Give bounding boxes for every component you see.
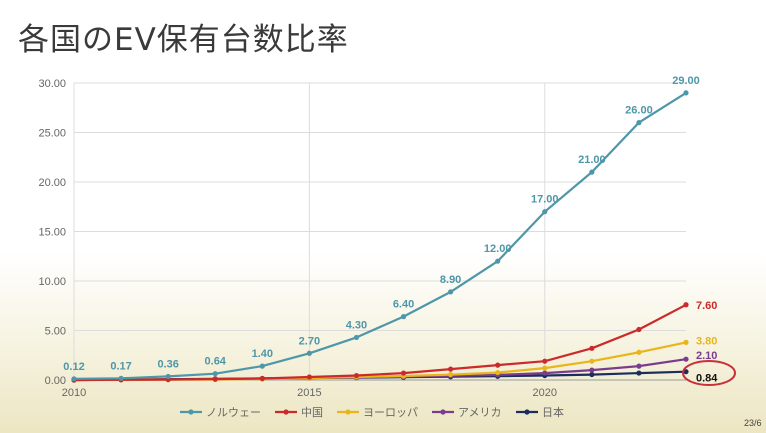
- data-point: [636, 363, 642, 369]
- legend-label: 日本: [542, 405, 564, 419]
- data-label: 2.10: [696, 350, 717, 362]
- legend-marker: [188, 409, 194, 415]
- data-label: 0.64: [205, 356, 227, 368]
- data-label: 21.00: [578, 154, 606, 166]
- chart-data-labels: 0.12 0.17 0.36 0.64 1.40 2.70 4.30 6.40 8.90 12.0…: [63, 75, 736, 386]
- data-point: [448, 289, 454, 295]
- legend-label: 中国: [301, 406, 323, 419]
- data-label: 12.00: [484, 243, 512, 255]
- data-point: [353, 372, 360, 379]
- data-point: [212, 376, 218, 382]
- data-point: [400, 314, 407, 320]
- data-point: [589, 371, 595, 378]
- y-tick-label: 5.00: [45, 326, 66, 338]
- data-label: 3.80: [696, 335, 717, 347]
- chart-series: [71, 90, 689, 383]
- y-tick-label: 10.00: [38, 276, 66, 288]
- data-point: [495, 362, 501, 368]
- legend-item: 中国: [275, 406, 323, 419]
- data-label: 4.30: [346, 319, 367, 331]
- x-tick-label: 2020: [533, 387, 557, 399]
- data-point: [542, 370, 548, 376]
- page-title: 各国のEV保有台数比率: [18, 22, 349, 58]
- data-label: 7.60: [696, 300, 717, 312]
- data-point: [589, 367, 595, 373]
- data-point: [212, 371, 218, 377]
- data-label: 6.40: [393, 299, 414, 311]
- y-tick-label: 15.00: [38, 227, 66, 239]
- data-point: [636, 349, 642, 355]
- data-label: 8.90: [440, 274, 461, 286]
- legend-item: アメリカ: [432, 406, 501, 419]
- data-point: [495, 369, 501, 376]
- data-point: [118, 375, 124, 381]
- data-point: [542, 358, 548, 364]
- data-point: [683, 369, 689, 375]
- data-label: 29.00: [672, 75, 700, 87]
- y-tick-label: 30.00: [38, 78, 66, 90]
- y-tick-label: 25.00: [38, 128, 66, 140]
- data-point: [448, 366, 454, 372]
- data-point: [683, 90, 689, 96]
- legend-marker: [345, 409, 351, 415]
- data-point: [683, 302, 689, 308]
- legend-marker: [440, 409, 446, 415]
- data-label: 17.00: [531, 194, 559, 206]
- data-point: [306, 374, 312, 380]
- data-point: [306, 350, 312, 356]
- page-number: 23/6: [744, 418, 762, 428]
- data-point: [495, 258, 501, 264]
- legend-marker: [524, 409, 530, 415]
- data-point: [353, 334, 360, 341]
- data-point: [542, 209, 548, 215]
- data-point: [589, 358, 595, 364]
- data-point: [400, 370, 407, 376]
- data-point: [259, 375, 265, 382]
- data-label: 2.70: [299, 335, 320, 347]
- data-point: [636, 370, 642, 376]
- data-label: 26.00: [625, 105, 653, 117]
- data-point: [259, 363, 265, 369]
- legend-item: 日本: [516, 405, 564, 419]
- data-label: 0.84: [696, 373, 718, 385]
- data-point: [683, 356, 689, 362]
- highlight-ring: [682, 360, 736, 386]
- legend-item: ノルウェー: [180, 406, 261, 419]
- data-point: [589, 345, 595, 351]
- legend-marker: [283, 409, 289, 415]
- data-label: 0.12: [63, 361, 84, 373]
- data-label: 1.40: [252, 348, 273, 360]
- chart-grid: [73, 82, 686, 380]
- legend-label: ヨーロッパ: [363, 406, 418, 419]
- x-tick-label: 2015: [297, 387, 321, 399]
- y-tick-label: 0.00: [45, 375, 66, 387]
- data-point: [589, 169, 595, 175]
- chart-legend: ノルウェー 中国 ヨーロッパ アメリカ 日本: [180, 405, 564, 419]
- series-line: [73, 303, 687, 382]
- x-tick-label: 2010: [62, 387, 86, 399]
- data-label: 0.36: [157, 358, 178, 370]
- legend-label: アメリカ: [458, 406, 501, 419]
- data-point: [542, 365, 548, 371]
- data-point: [636, 326, 642, 333]
- data-label: 0.17: [110, 360, 131, 372]
- legend-label: ノルウェー: [206, 406, 261, 419]
- data-point: [165, 373, 171, 380]
- series-line: [73, 91, 687, 380]
- data-point: [448, 371, 454, 378]
- data-point: [71, 376, 77, 382]
- data-point: [683, 339, 689, 345]
- y-tick-label: 20.00: [38, 177, 66, 189]
- data-point: [636, 120, 642, 126]
- legend-item: ヨーロッパ: [337, 406, 418, 419]
